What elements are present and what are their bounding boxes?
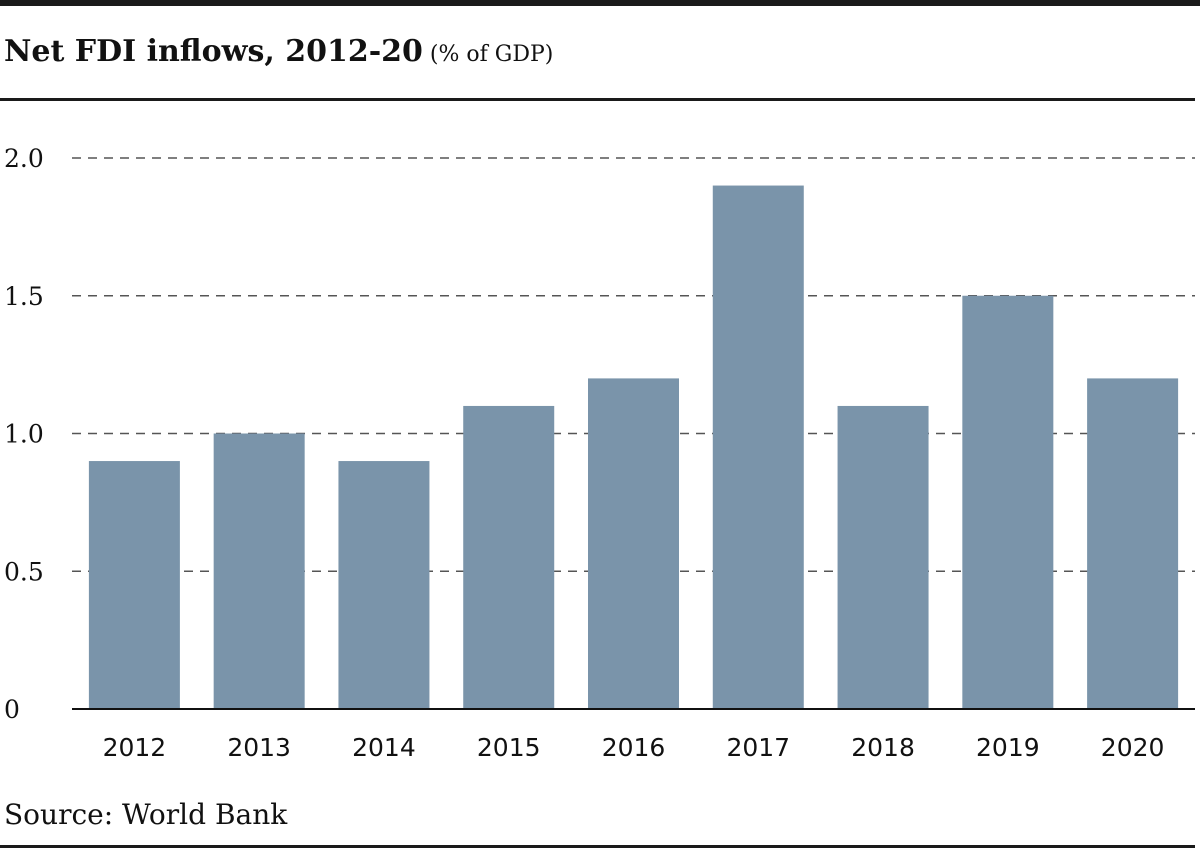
chart-unit: (% of GDP) [422, 42, 554, 67]
x-axis-ticks: 2012 2013 2014 2015 2016 2017 2018 2019 2020 [103, 733, 1165, 762]
y-tick-label: 0 [4, 695, 20, 724]
bar-2014 [338, 461, 430, 709]
x-tick-label: 2019 [976, 733, 1040, 762]
chart-title-text: Net FDI inflows, 2012-20 [4, 34, 423, 69]
bar-2020 [1087, 378, 1179, 709]
bar-2018 [837, 405, 929, 709]
x-tick-label: 2015 [477, 733, 541, 762]
y-tick-label: 2.0 [4, 144, 44, 173]
bar-2013 [213, 433, 305, 709]
bar-2012 [88, 461, 180, 709]
x-tick-label: 2012 [103, 733, 167, 762]
top-rule [0, 0, 1200, 6]
y-tick-label: 0.5 [4, 557, 44, 586]
bar-2015 [463, 405, 555, 709]
bottom-rule [0, 845, 1195, 848]
bar-2016 [588, 378, 679, 709]
y-tick-label: 1.0 [4, 420, 44, 449]
title-rule [0, 98, 1195, 101]
x-tick-label: 2013 [227, 733, 291, 762]
source-note: Source: World Bank [4, 798, 288, 831]
x-tick-label: 2018 [851, 733, 915, 762]
bar-2019 [962, 295, 1054, 709]
x-tick-label: 2020 [1101, 733, 1165, 762]
bars [88, 185, 1179, 710]
bar-2017 [712, 185, 804, 710]
chart-title: Net FDI inflows, 2012-20 (% of GDP) [4, 34, 553, 69]
x-tick-label: 2017 [726, 733, 790, 762]
x-tick-label: 2016 [602, 733, 666, 762]
x-tick-label: 2014 [352, 733, 416, 762]
y-tick-label: 1.5 [4, 282, 44, 311]
y-axis-ticks: 0 0.5 1.0 1.5 2.0 [4, 144, 44, 724]
